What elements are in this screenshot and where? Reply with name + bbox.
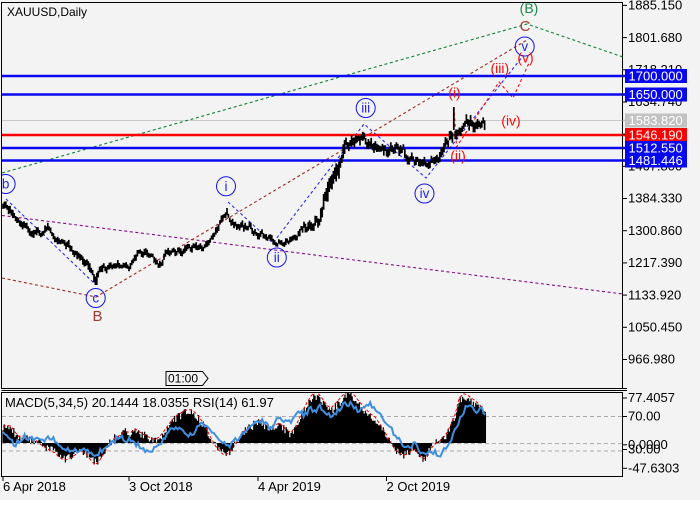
svg-text:1512.550: 1512.550 [629,140,683,155]
svg-text:1801.680: 1801.680 [628,30,682,45]
svg-text:1384.330: 1384.330 [628,191,682,206]
svg-text:(iii): (iii) [490,60,509,76]
svg-text:3 Oct 2018: 3 Oct 2018 [129,479,193,494]
svg-text:C: C [520,18,531,35]
svg-text:1546.190: 1546.190 [629,127,683,142]
svg-text:01:00: 01:00 [168,372,198,386]
svg-text:966.980: 966.980 [628,352,675,367]
svg-text:(i): (i) [448,84,460,100]
svg-text:4 Apr 2019: 4 Apr 2019 [258,479,321,494]
svg-text:(B): (B) [520,0,539,16]
svg-text:2 Oct 2019: 2 Oct 2019 [387,479,451,494]
svg-text:1583.820: 1583.820 [629,113,683,128]
svg-text:(iv): (iv) [501,112,520,128]
svg-text:iv: iv [420,186,430,201]
svg-text:i: i [225,179,228,194]
svg-text:ii: ii [274,250,280,265]
svg-text:0.0000: 0.0000 [628,437,668,452]
svg-text:-47.6303: -47.6303 [628,461,679,476]
svg-text:b: b [2,177,10,192]
svg-text:1300.860: 1300.860 [628,223,682,238]
svg-text:XAUUSD,Daily: XAUUSD,Daily [7,5,87,19]
svg-text:77.4057: 77.4057 [628,390,675,405]
svg-text:B: B [92,308,102,325]
svg-text:(v): (v) [517,50,533,66]
svg-text:v: v [521,39,528,54]
svg-text:1217.390: 1217.390 [628,255,682,270]
svg-text:1481.446: 1481.446 [629,153,683,168]
svg-text:(ii): (ii) [450,148,466,164]
svg-text:1885.150: 1885.150 [628,0,682,13]
svg-text:c: c [92,291,99,306]
svg-text:1133.920: 1133.920 [628,287,681,302]
svg-text:iii: iii [361,101,370,116]
svg-text:30.00: 30.00 [628,442,661,457]
svg-text:MACD(5,34,5) 20.1444 18.0355 R: MACD(5,34,5) 20.1444 18.0355 RSI(14) 61.… [5,395,274,410]
svg-text:1050.450: 1050.450 [628,320,682,335]
svg-text:70.00: 70.00 [628,409,661,424]
svg-text:1700.000: 1700.000 [629,68,683,83]
svg-text:6 Apr 2018: 6 Apr 2018 [3,479,66,494]
svg-text:1650.000: 1650.000 [629,87,683,102]
